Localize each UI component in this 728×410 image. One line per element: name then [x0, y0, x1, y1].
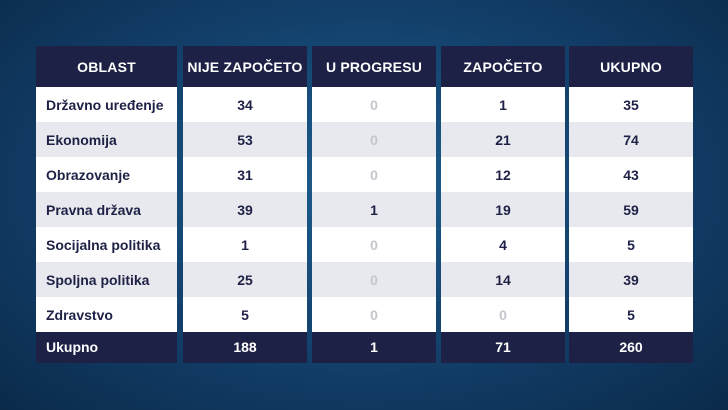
table-cell: 0	[312, 227, 436, 262]
table-cell: 39	[569, 262, 693, 297]
table-cell: 34	[183, 87, 307, 122]
table-cell: 1	[312, 192, 436, 227]
table-cell: 1	[441, 87, 565, 122]
table-cell: 39	[183, 192, 307, 227]
total-cell: 188	[183, 332, 307, 363]
column-header: U PROGRESU	[312, 46, 436, 87]
column-header: NIJE ZAPOČETO	[183, 46, 307, 87]
table-cell: 21	[441, 122, 565, 157]
row-label: Pravna država	[36, 192, 177, 227]
table-cell: 19	[441, 192, 565, 227]
table-cell: 5	[569, 227, 693, 262]
column-header: UKUPNO	[569, 46, 693, 87]
table-cell: 14	[441, 262, 565, 297]
row-label: Spoljna politika	[36, 262, 177, 297]
table-cell: 0	[312, 157, 436, 192]
table-cell: 1	[183, 227, 307, 262]
column-nije-zapoceto: NIJE ZAPOČETO 34 53 31 39 1 25 5 188	[183, 46, 307, 363]
table-cell: 35	[569, 87, 693, 122]
table-cell: 74	[569, 122, 693, 157]
total-cell: 1	[312, 332, 436, 363]
table-cell: 0	[312, 297, 436, 332]
row-label: Ekonomija	[36, 122, 177, 157]
column-oblast: OBLAST Državno uređenje Ekonomija Obrazo…	[36, 46, 177, 363]
row-label: Obrazovanje	[36, 157, 177, 192]
table-cell: 53	[183, 122, 307, 157]
table-cell: 31	[183, 157, 307, 192]
table-cell: 5	[183, 297, 307, 332]
column-header: ZAPOČETO	[441, 46, 565, 87]
table-cell: 0	[312, 87, 436, 122]
table-cell: 5	[569, 297, 693, 332]
total-cell: 71	[441, 332, 565, 363]
table-cell: 4	[441, 227, 565, 262]
table-cell: 0	[441, 297, 565, 332]
table-cell: 43	[569, 157, 693, 192]
column-zapoceto: ZAPOČETO 1 21 12 19 4 14 0 71	[441, 46, 565, 363]
table-cell: 12	[441, 157, 565, 192]
column-u-progresu: U PROGRESU 0 0 0 1 0 0 0 1	[312, 46, 436, 363]
row-label: Socijalna politika	[36, 227, 177, 262]
column-header: OBLAST	[36, 46, 177, 87]
totals-label: Ukupno	[36, 332, 177, 363]
total-cell: 260	[569, 332, 693, 363]
table-cell: 25	[183, 262, 307, 297]
row-label: Zdravstvo	[36, 297, 177, 332]
table-cell: 0	[312, 262, 436, 297]
table-cell: 59	[569, 192, 693, 227]
row-label: Državno uređenje	[36, 87, 177, 122]
table-cell: 0	[312, 122, 436, 157]
column-ukupno: UKUPNO 35 74 43 59 5 39 5 260	[569, 46, 693, 363]
